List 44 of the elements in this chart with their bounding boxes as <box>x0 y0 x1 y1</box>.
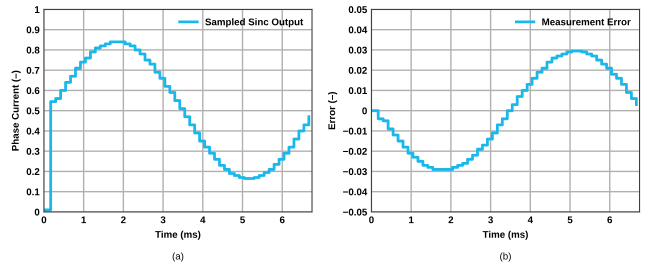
x-tick-label: 4 <box>528 216 533 224</box>
x-tick-label: 3 <box>160 216 166 224</box>
y-tick-label: 0.01 <box>348 87 368 94</box>
x-tick-label: 4 <box>200 216 206 224</box>
y-tick-label: 1 <box>34 6 40 13</box>
y-tick-label: 0 <box>362 107 367 114</box>
y-tick-label: 0.1 <box>26 188 40 196</box>
x-tick-label: 2 <box>120 216 126 224</box>
legend-label: Sampled Sinc Output <box>205 18 304 28</box>
y-tick-label: 0.4 <box>26 128 40 135</box>
y-tick-label: 0.6 <box>26 87 40 94</box>
legend-label: Measurement Error <box>542 18 631 26</box>
y-tick-label: 0.9 <box>26 26 40 34</box>
x-axis-title: Time (ms) <box>482 230 528 240</box>
y-tick-label: 0.02 <box>348 66 367 74</box>
text: (a) <box>172 252 184 262</box>
text: (b) <box>500 252 511 262</box>
y-tick-label: 0.8 <box>26 46 40 54</box>
y-tick-label: 0.03 <box>348 46 367 54</box>
y-tick-label: 0.2 <box>26 168 40 176</box>
y-axis-title: Phase Current (–) <box>12 70 21 151</box>
y-tick-label: −0.03 <box>343 168 367 176</box>
x-tick-label: 6 <box>280 216 285 224</box>
x-tick-label: 1 <box>82 216 86 224</box>
x-tick-label: 3 <box>488 216 493 224</box>
x-tick-label: 0 <box>369 216 374 224</box>
y-tick-label: 0.3 <box>26 148 40 155</box>
y-tick-label: 0.5 <box>26 107 40 114</box>
y-tick-label: 0.05 <box>348 6 368 14</box>
x-tick-label: 1 <box>409 216 414 224</box>
y-tick-label: −0.01 <box>343 128 368 135</box>
y-tick-label: −0.04 <box>343 188 368 196</box>
y-tick-label: −0.05 <box>343 208 368 216</box>
x-tick-label: 6 <box>607 216 612 224</box>
x-tick-label: 5 <box>568 216 572 224</box>
x-axis-title: Time (ms) <box>155 230 200 240</box>
y-axis-title: Error (–) <box>328 92 338 130</box>
y-tick-label: −0.02 <box>343 148 367 155</box>
x-tick-label: 0 <box>42 216 46 224</box>
y-tick-label: 0.04 <box>348 26 368 34</box>
x-tick-label: 5 <box>240 216 245 224</box>
y-tick-label: 0.7 <box>26 66 40 74</box>
y-tick-label: 0 <box>34 208 40 216</box>
x-tick-label: 2 <box>448 216 454 224</box>
